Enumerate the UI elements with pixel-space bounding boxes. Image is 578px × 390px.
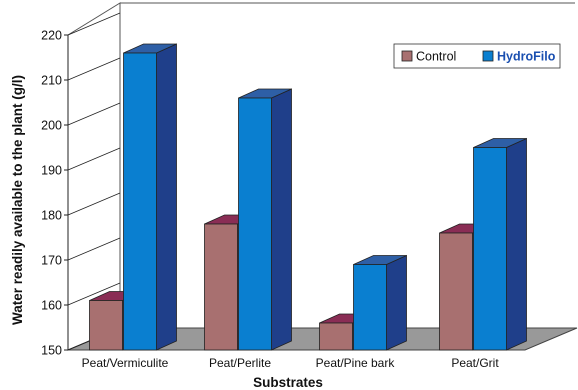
legend-swatch-0 xyxy=(401,50,413,62)
bar-hydrofilo-0-front xyxy=(123,52,157,351)
x-axis-title: Substrates xyxy=(253,375,323,390)
y-depth-tick xyxy=(67,57,121,81)
bar-hydrofilo-2-front xyxy=(353,264,387,351)
y-tick-label: 220 xyxy=(41,29,62,43)
y-tick-label: 160 xyxy=(41,299,62,313)
bar-hydrofilo-1-front xyxy=(238,97,272,351)
legend-label-1: HydroFilo xyxy=(497,50,556,64)
legend: Control HydroFilo xyxy=(393,43,561,69)
bar-control-3-front xyxy=(439,232,473,351)
legend-label-0: Control xyxy=(416,50,456,64)
y-tick-label: 210 xyxy=(41,74,62,88)
bar-hydrofilo-0-side xyxy=(156,43,177,351)
bar-control-0-front xyxy=(89,300,123,351)
bar-hydrofilo-3-front xyxy=(473,147,507,351)
bar-control-2-front xyxy=(319,322,353,351)
category-labels: Peat/Vermiculite Peat/Perlite Peat/Pine ba… xyxy=(82,356,500,370)
y-tick-label: 190 xyxy=(41,164,62,178)
y-tick-label: 200 xyxy=(41,119,62,133)
bar-hydrofilo-0 xyxy=(123,43,177,351)
bars-layer xyxy=(89,43,527,351)
y-tick-label: 150 xyxy=(41,344,62,358)
bar-hydrofilo-2-side xyxy=(386,254,407,351)
bar-hydrofilo-1 xyxy=(238,88,292,351)
y-tick-label: 170 xyxy=(41,254,62,268)
y-tick-label: 180 xyxy=(41,209,62,223)
legend-swatch-1 xyxy=(482,50,494,62)
legend-box xyxy=(393,43,561,69)
y-depth-tick xyxy=(67,192,121,216)
bar-hydrofilo-2 xyxy=(353,254,407,351)
x-category-label: Peat/Perlite xyxy=(209,356,271,370)
y-depth-tick xyxy=(67,282,121,306)
y-depth-tick xyxy=(67,237,121,261)
x-category-label: Peat/Vermiculite xyxy=(82,356,169,370)
y-axis-title: Water readily available to the plant (g/… xyxy=(10,75,25,325)
bar-control-1-front xyxy=(204,223,238,351)
y-depth-tick xyxy=(67,147,121,171)
y-depth-tick xyxy=(67,12,121,36)
bar-hydrofilo-3-side xyxy=(506,137,527,351)
bar-hydrofilo-3 xyxy=(473,137,527,351)
x-category-label: Peat/Grit xyxy=(451,356,499,370)
bar-hydrofilo-1-side xyxy=(271,88,292,351)
y-depth-tick xyxy=(67,102,121,126)
y-axis: 150 160 170 180 190 200 210 220 xyxy=(41,12,121,358)
x-category-label: Peat/Pine bark xyxy=(316,356,396,370)
